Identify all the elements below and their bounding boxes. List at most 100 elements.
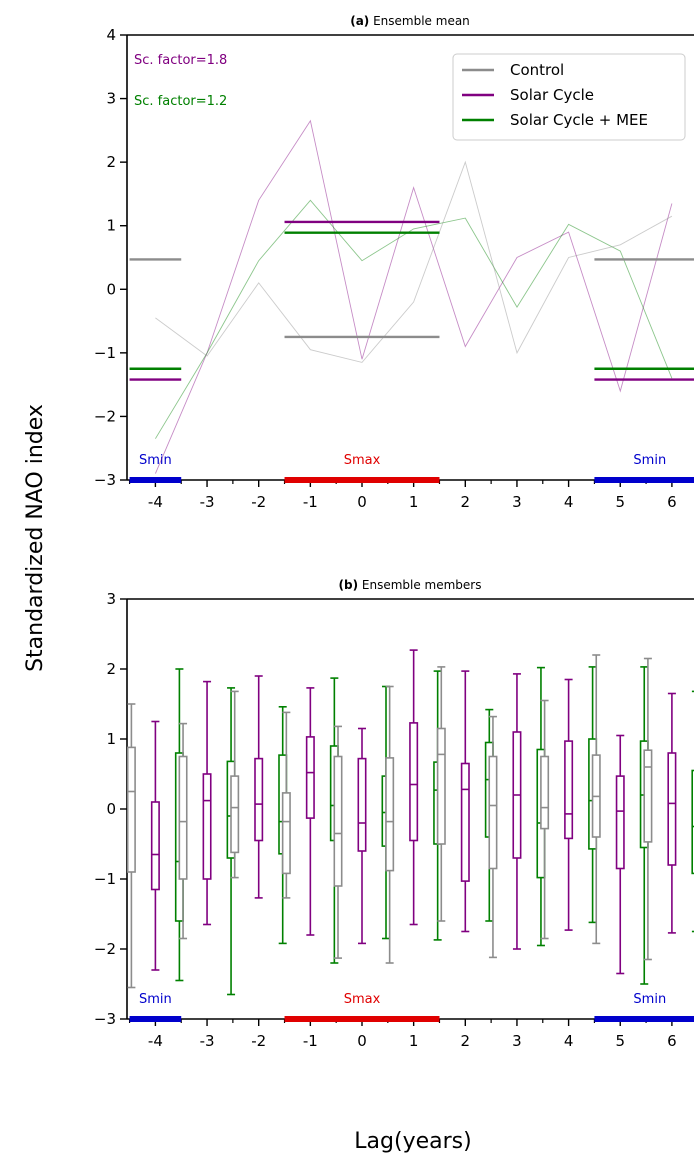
phase-mean-lines bbox=[129, 220, 694, 381]
x-tick-label: 3 bbox=[512, 1032, 522, 1050]
box-control bbox=[385, 685, 395, 964]
x-tick-label: 3 bbox=[512, 493, 522, 511]
phase-bar-smin bbox=[129, 477, 182, 483]
x-tick-label: -2 bbox=[251, 493, 266, 511]
boxplots bbox=[127, 649, 694, 996]
x-tick-label: -4 bbox=[148, 493, 163, 511]
x-tick-label: 6 bbox=[667, 1032, 677, 1050]
phase-label-smin: Smin bbox=[633, 453, 666, 468]
x-tick-label: -4 bbox=[148, 1032, 163, 1050]
x-tick-label: 1 bbox=[409, 493, 419, 511]
iqr-box bbox=[615, 775, 625, 870]
iqr-box bbox=[667, 752, 677, 866]
panel-title-text: Ensemble mean bbox=[369, 14, 470, 28]
annotation-sc-factor-mee: Sc. factor=1.2 bbox=[134, 94, 227, 109]
iqr-box bbox=[127, 746, 136, 873]
box-control bbox=[643, 657, 653, 961]
legend-entry-solar-cycle: Solar Cycle bbox=[510, 86, 594, 104]
panel-a-ensemble-mean: −3 −2 −1 0 1 2 3 4 -4 -3 -2 -1 0 1 2 3 4 5 6 Smin Smax Smin (a… bbox=[94, 14, 694, 511]
phase-bar-smax bbox=[284, 1016, 440, 1022]
legend-entry-solar-cycle-plus-mee: Solar Cycle + MEE bbox=[510, 111, 648, 129]
x-tick-label: -3 bbox=[200, 1032, 215, 1050]
y-tick-label: −1 bbox=[94, 870, 116, 888]
panel-title-text: Ensemble members bbox=[358, 578, 481, 592]
x-tick-label: -1 bbox=[303, 1032, 318, 1050]
iqr-box bbox=[230, 775, 240, 854]
phase-bar-smin bbox=[594, 1016, 694, 1022]
annotation-sc-factor-solar: Sc. factor=1.8 bbox=[134, 53, 227, 68]
x-tick-label: 2 bbox=[461, 1032, 471, 1050]
phase-label-smin: Smin bbox=[139, 992, 172, 1007]
box-control bbox=[488, 715, 498, 959]
box-solar-cycle bbox=[409, 649, 419, 926]
box-control bbox=[230, 690, 240, 879]
y-tick-label: 1 bbox=[106, 730, 116, 748]
iqr-box bbox=[691, 769, 694, 875]
box-solar-cycle bbox=[357, 727, 367, 945]
y-tick-label: 2 bbox=[106, 660, 116, 678]
y-tick-label: 0 bbox=[106, 280, 116, 298]
iqr-box bbox=[643, 749, 653, 843]
phase-label-smax: Smax bbox=[344, 992, 381, 1007]
box-solar-cycle bbox=[667, 692, 677, 934]
x-tick-label: 0 bbox=[357, 493, 367, 511]
x-tick-label: -2 bbox=[251, 1032, 266, 1050]
box-solar-cycle bbox=[564, 678, 574, 931]
x-tick-label: 5 bbox=[615, 1032, 625, 1050]
box-control bbox=[127, 703, 136, 989]
box-solar-cycle bbox=[254, 675, 264, 899]
box-solar-cycle-plus-mee bbox=[691, 690, 694, 933]
legend-box bbox=[452, 53, 686, 141]
y-tick-label: −3 bbox=[94, 1010, 116, 1028]
x-tick-label: 4 bbox=[564, 1032, 574, 1050]
y-tick-label: 3 bbox=[106, 590, 116, 608]
x-tick-label: 6 bbox=[667, 493, 677, 511]
box-solar-cycle bbox=[305, 687, 315, 936]
box-control bbox=[333, 725, 343, 959]
box-control bbox=[436, 666, 446, 922]
iqr-box bbox=[178, 755, 188, 880]
x-tick-label: -1 bbox=[303, 493, 318, 511]
box-control bbox=[281, 711, 291, 899]
y-tick-label: 0 bbox=[106, 800, 116, 818]
x-tick-label: 5 bbox=[615, 493, 625, 511]
phase-label-smin: Smin bbox=[633, 992, 666, 1007]
x-tick-label: -3 bbox=[200, 493, 215, 511]
panel-title: (a) Ensemble mean bbox=[350, 14, 470, 28]
legend-entry-control: Control bbox=[510, 61, 564, 79]
iqr-box bbox=[150, 801, 160, 891]
box-solar-cycle bbox=[512, 673, 522, 950]
iqr-box bbox=[460, 762, 470, 882]
iqr-box bbox=[333, 755, 343, 887]
y-tick-label: −1 bbox=[94, 344, 116, 362]
phase-bar-smin bbox=[129, 1016, 182, 1022]
box-solar-cycle bbox=[615, 734, 625, 975]
y-tick-label: 1 bbox=[106, 217, 116, 235]
box-control bbox=[540, 699, 550, 940]
box-solar-cycle bbox=[460, 670, 470, 933]
x-axis-label: Lag(years) bbox=[354, 1129, 471, 1154]
y-tick-label: −2 bbox=[94, 940, 116, 958]
panel-title: (b) Ensemble members bbox=[339, 578, 482, 592]
line-solar-cycle-plus-mee bbox=[155, 199, 673, 439]
line-control bbox=[155, 160, 673, 363]
panel-letter: (b) bbox=[339, 578, 359, 592]
y-tick-label: 3 bbox=[106, 90, 116, 108]
y-tick-label: −3 bbox=[94, 471, 116, 489]
iqr-box bbox=[254, 757, 264, 842]
iqr-box bbox=[357, 757, 367, 852]
y-tick-label: −2 bbox=[94, 407, 116, 425]
iqr-box bbox=[281, 792, 291, 875]
y-axis-label: Standardized NAO index bbox=[23, 404, 48, 672]
iqr-box bbox=[564, 740, 574, 840]
y-tick-label: 2 bbox=[106, 153, 116, 171]
phase-bar-smax bbox=[284, 477, 440, 483]
iqr-box bbox=[202, 773, 212, 880]
phase-label-smin: Smin bbox=[139, 453, 172, 468]
panel-letter: (a) bbox=[350, 14, 369, 28]
x-tick-label: 2 bbox=[461, 493, 471, 511]
box-control bbox=[591, 654, 601, 945]
phase-bar-smin bbox=[594, 477, 694, 483]
iqr-box bbox=[436, 727, 446, 845]
